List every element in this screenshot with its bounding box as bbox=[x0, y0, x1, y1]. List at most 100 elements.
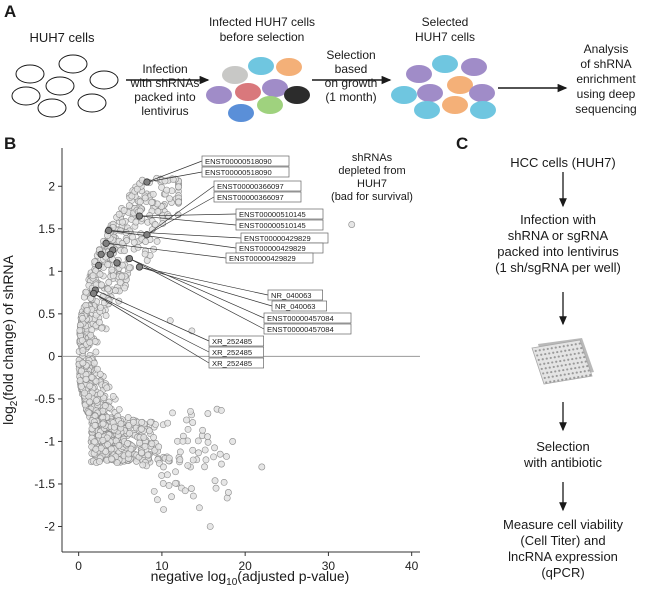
gene-label-box: ENST00000366097 bbox=[213, 180, 302, 192]
data-point bbox=[85, 409, 93, 417]
data-point bbox=[211, 444, 218, 452]
well bbox=[536, 354, 539, 357]
well bbox=[565, 377, 568, 381]
data-point bbox=[216, 450, 224, 458]
gene-label-text: ENST00000429829 bbox=[229, 254, 296, 263]
gene-box-frame bbox=[267, 289, 323, 301]
well bbox=[562, 368, 565, 372]
data-point bbox=[86, 339, 94, 346]
data-point bbox=[79, 359, 87, 367]
gene-label-box: ENST00000457084 bbox=[263, 312, 352, 324]
well bbox=[553, 379, 556, 383]
well bbox=[556, 350, 559, 354]
well bbox=[567, 372, 570, 376]
data-point bbox=[125, 202, 133, 210]
panel-c-label: C bbox=[456, 134, 469, 153]
data-point bbox=[141, 442, 149, 450]
leader-line bbox=[146, 160, 203, 183]
data-point bbox=[129, 233, 136, 241]
data-point bbox=[204, 410, 212, 417]
data-point bbox=[88, 326, 96, 334]
y-tick-label: 1.5 bbox=[38, 222, 55, 236]
data-point bbox=[184, 426, 192, 433]
data-point bbox=[141, 250, 149, 258]
data-point bbox=[150, 487, 158, 495]
well bbox=[548, 366, 551, 369]
data-point bbox=[189, 419, 197, 426]
gene-box-frame bbox=[225, 252, 314, 264]
gene-label-box: ENST00000518090 bbox=[201, 166, 290, 178]
well bbox=[538, 349, 541, 352]
gene-box-frame bbox=[208, 357, 264, 369]
data-point bbox=[183, 416, 190, 424]
x-tick-label: 10 bbox=[155, 559, 169, 573]
data-point bbox=[138, 449, 146, 457]
data-point bbox=[104, 441, 112, 449]
data-point bbox=[160, 463, 167, 471]
well bbox=[583, 370, 586, 373]
well bbox=[582, 365, 585, 368]
data-point bbox=[155, 443, 163, 451]
well bbox=[542, 348, 545, 351]
well bbox=[580, 361, 583, 364]
data-point bbox=[188, 485, 195, 492]
well bbox=[578, 342, 581, 345]
highlighted-point bbox=[105, 226, 113, 235]
gene-label-text: ENST00000457084 bbox=[267, 314, 334, 323]
data-point bbox=[141, 194, 149, 202]
well bbox=[563, 373, 566, 376]
gene-label-box: ENST00000510145 bbox=[235, 208, 324, 220]
data-point bbox=[201, 463, 208, 471]
well bbox=[562, 345, 565, 348]
data-point bbox=[99, 420, 107, 428]
data-point bbox=[119, 218, 126, 226]
highlighted-point bbox=[125, 254, 134, 263]
gene-label-text: ENST00000457084 bbox=[267, 325, 334, 334]
data-point bbox=[78, 382, 85, 390]
leader-line bbox=[139, 266, 273, 307]
data-point bbox=[189, 456, 197, 464]
well bbox=[553, 356, 556, 359]
data-point bbox=[194, 437, 202, 445]
well bbox=[564, 349, 567, 352]
data-point bbox=[121, 284, 128, 292]
data-point bbox=[148, 198, 156, 206]
gene-label-box: NR_040063 bbox=[271, 300, 327, 312]
gene-box-frame bbox=[271, 300, 327, 312]
data-point bbox=[88, 374, 96, 381]
data-point bbox=[115, 442, 123, 449]
well bbox=[561, 378, 564, 381]
selection-text: Selection based on growth (1 month) bbox=[324, 48, 378, 104]
data-point bbox=[102, 312, 110, 319]
data-point bbox=[172, 468, 179, 476]
gene-label-box: ENST00000366097 bbox=[213, 191, 302, 203]
well bbox=[568, 348, 571, 352]
data-point bbox=[89, 272, 97, 280]
data-point bbox=[105, 278, 113, 286]
y-tick-label: -2 bbox=[44, 519, 55, 533]
step-hcc-cells: HCC cells (HUH7) bbox=[510, 155, 616, 170]
gene-label-text: ENST00000366097 bbox=[217, 182, 284, 191]
data-point bbox=[83, 306, 91, 314]
data-point bbox=[148, 440, 156, 448]
data-point bbox=[79, 314, 86, 322]
data-point bbox=[111, 423, 118, 431]
well bbox=[558, 345, 561, 349]
data-point bbox=[130, 418, 137, 426]
data-point bbox=[115, 406, 123, 413]
well bbox=[585, 374, 588, 377]
well bbox=[541, 358, 544, 361]
data-point bbox=[117, 420, 125, 428]
y-tick-label: -1.5 bbox=[34, 477, 55, 491]
gene-box-frame bbox=[235, 219, 324, 231]
data-point bbox=[220, 479, 228, 486]
leader-line bbox=[95, 289, 210, 342]
data-point bbox=[179, 437, 187, 445]
data-point bbox=[104, 285, 112, 293]
volcano-plot: 2 1.5 1 0.5 0 -0.5 -1 -1.5 -2 0 10 20 30 40 ENST00000… bbox=[34, 148, 420, 573]
well bbox=[549, 356, 552, 360]
gene-box-frame bbox=[213, 180, 302, 192]
analysis-text: Analysis of shRNA enrichment using deep … bbox=[575, 42, 637, 116]
leader-line bbox=[146, 196, 215, 236]
data-point bbox=[189, 446, 197, 454]
